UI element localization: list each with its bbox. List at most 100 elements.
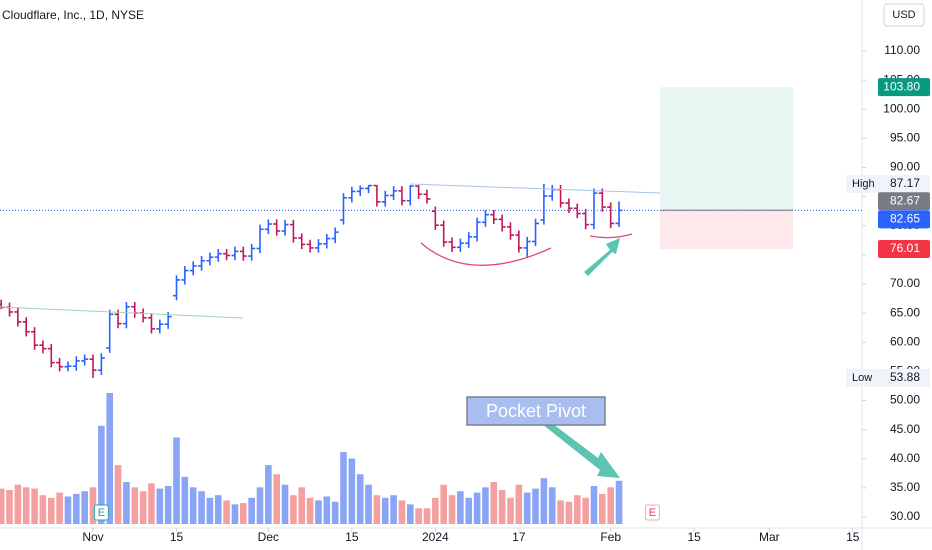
- volume-bar: [582, 497, 589, 524]
- volume-bar: [540, 478, 548, 524]
- volume-bar: [348, 458, 356, 524]
- price-label-bg: [878, 78, 930, 97]
- volume-bar: [214, 495, 222, 524]
- volume-bar: [465, 497, 473, 524]
- volume-bar: [231, 504, 239, 524]
- annotation-box: [466, 396, 606, 426]
- x-tick-label: 15: [687, 530, 701, 544]
- volume-bar: [139, 491, 147, 524]
- volume-bar: [131, 487, 139, 524]
- high_marker-bg: [846, 174, 930, 193]
- price-label: 82.65: [890, 211, 920, 225]
- volume-bar: [31, 488, 38, 524]
- high_marker-value: 87.17: [890, 176, 920, 190]
- volume-bar: [114, 465, 122, 524]
- volume-bar: [373, 495, 381, 524]
- y-tick-label: 65.00: [890, 305, 920, 319]
- volume-bar: [457, 491, 464, 524]
- volume-bar: [440, 484, 447, 524]
- volume-bar: [298, 487, 306, 524]
- trend-line: [409, 183, 661, 194]
- volume-bar: [573, 495, 581, 524]
- y-tick-label: 35.00: [890, 480, 920, 494]
- volume-bar: [415, 508, 422, 524]
- y-tick-label: 45.00: [890, 422, 920, 436]
- volume-bar: [73, 493, 80, 524]
- price-label: 82.67: [890, 193, 920, 207]
- volume-bar: [515, 484, 523, 524]
- earnings-marker: [644, 504, 660, 521]
- y-tick-label: 110.00: [884, 43, 920, 57]
- low_marker-value: 53.88: [890, 370, 920, 384]
- y-tick-label: 30.00: [890, 509, 920, 523]
- annotation-text: Pocket Pivot: [486, 401, 586, 421]
- price-label: 103.80: [883, 79, 920, 93]
- volume-bar: [599, 493, 606, 524]
- volume-bar: [315, 500, 322, 524]
- drawings: Pocket Pivot: [0, 183, 661, 478]
- trend-line: [0, 306, 244, 319]
- volume-bar: [164, 486, 172, 524]
- volume-bar: [47, 497, 55, 524]
- x-tick-label: 15: [170, 530, 184, 544]
- arrow: [584, 238, 620, 276]
- earnings-marker: [93, 504, 109, 521]
- volume-bar: [123, 482, 130, 524]
- x-tick-label: Mar: [759, 530, 780, 544]
- y-tick-label: 90.00: [890, 160, 920, 174]
- volume-bar: [423, 508, 431, 524]
- volume-bar: [448, 495, 456, 524]
- volume-bar: [0, 488, 5, 524]
- price-label-bg: [878, 240, 930, 259]
- volume-bar: [265, 465, 272, 524]
- high_marker-name: High: [852, 178, 875, 190]
- volume-bar: [498, 489, 506, 524]
- earnings-label: E: [98, 507, 105, 519]
- volume-bar: [98, 425, 105, 524]
- volume-bar: [523, 492, 531, 524]
- volume-bar: [223, 500, 230, 524]
- currency[interactable]: USD: [892, 9, 915, 21]
- volume-bar: [273, 474, 281, 524]
- volume-bar: [56, 492, 63, 524]
- volume-bar: [340, 451, 347, 524]
- earnings-label: E: [649, 507, 656, 519]
- x-tick-label: 15: [345, 530, 359, 544]
- plot: [0, 87, 862, 524]
- x-tick-label: Nov: [82, 530, 103, 544]
- volume-bar: [6, 489, 13, 524]
- volume-bar: [557, 500, 564, 524]
- volume-bar: [290, 495, 297, 524]
- volume-bar: [248, 497, 255, 524]
- y-tick-label: 95.00: [890, 131, 920, 145]
- volume-bar: [432, 497, 439, 524]
- y-tick-label: 60.00: [890, 334, 920, 348]
- volume-bar: [14, 484, 22, 524]
- volume-bar: [565, 501, 573, 524]
- volume-bar: [256, 487, 264, 524]
- volume-bar: [532, 488, 539, 524]
- volume-bar: [473, 492, 481, 524]
- volume-bar: [81, 491, 88, 524]
- price-label-bg: [878, 192, 930, 211]
- handle-curve: [589, 233, 633, 239]
- x-tick-label: Feb: [600, 530, 621, 544]
- target-zone: [660, 87, 793, 211]
- volume-bar: [323, 496, 331, 524]
- volume-bar: [89, 487, 97, 524]
- volume-bar: [490, 482, 498, 524]
- volume-bar: [398, 500, 406, 524]
- volume-bar: [240, 503, 247, 524]
- volume-bar: [381, 497, 389, 524]
- volume-bar: [615, 480, 623, 524]
- volume-bar: [356, 474, 364, 524]
- volume-bar: [507, 497, 514, 524]
- price-label: 76.01: [890, 241, 920, 255]
- x-tick-label: 2024: [422, 530, 449, 544]
- x-tick-label: 17: [512, 530, 526, 544]
- currency-button[interactable]: [883, 3, 925, 27]
- volume-bar: [39, 495, 47, 524]
- volume-bar: [281, 484, 289, 524]
- x-tick-label: 15: [846, 530, 860, 544]
